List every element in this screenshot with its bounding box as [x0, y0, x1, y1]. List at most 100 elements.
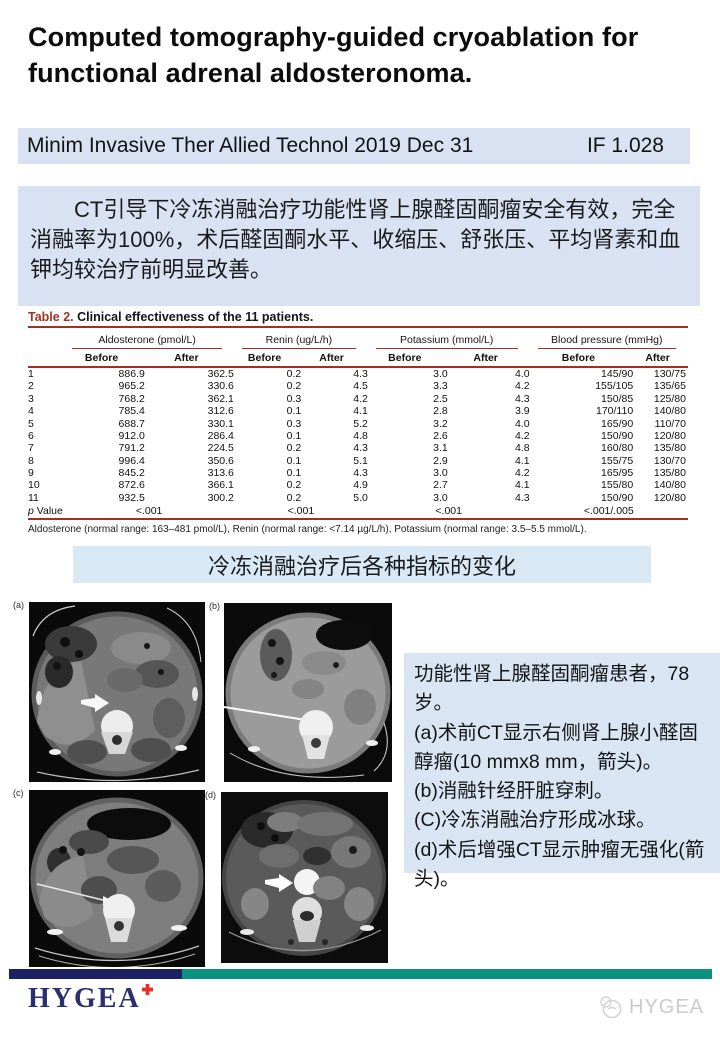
- table-row: 11 932.5 300.2 0.2 5.0 3.0 4.3 150/90 120/80: [28, 492, 688, 504]
- table-row: 2 965.2 330.6 0.2 4.5 3.3 4.2 155/105 135/65: [28, 380, 688, 392]
- table-cell: 912.0: [118, 429, 145, 442]
- table-subheader: Before: [233, 350, 302, 368]
- table-cell: 3.0: [433, 367, 448, 380]
- p-value-cell: <.001: [233, 504, 368, 520]
- table-cell: 4.5: [353, 380, 368, 393]
- table-cell: 165/95: [601, 467, 634, 480]
- summary-text: CT引导下冷冻消融治疗功能性肾上腺醛固酮瘤安全有效，完全消融率为100%，术后醛…: [30, 197, 681, 283]
- table-cell: 140/80: [653, 479, 686, 492]
- table-cell: 4.8: [514, 442, 530, 455]
- table-cell: 362.1: [207, 392, 234, 405]
- patient-id: 11: [28, 491, 39, 504]
- table-cell: 4.0: [514, 367, 530, 380]
- table-cell: 366.1: [207, 479, 234, 492]
- table-cell: 845.2: [118, 467, 145, 480]
- slide-title: Computed tomography-guided cryoablation …: [28, 22, 639, 88]
- table-cell: 110/70: [654, 417, 686, 430]
- table-cell: 688.7: [118, 417, 145, 430]
- table-top-rule: [28, 326, 688, 328]
- table-row: 6 912.0 286.4 0.1 4.8 2.6 4.2 150/90 120/80: [28, 430, 688, 442]
- table-cell: 140/80: [653, 405, 686, 418]
- table-cell: 4.1: [353, 405, 368, 418]
- summary-box: CT引导下冷冻消融治疗功能性肾上腺醛固酮瘤安全有效，完全消融率为100%，术后醛…: [18, 186, 700, 306]
- table-cell: 0.3: [286, 417, 302, 430]
- table-cell: 886.9: [118, 367, 145, 380]
- table-cell: 3.0: [433, 491, 448, 504]
- watermark: HYGEA: [597, 994, 704, 1020]
- p-value-row: p Value <.001 <.001 <.001 <.001/.005: [28, 504, 688, 520]
- patient-id: 8: [28, 454, 34, 467]
- case-description-line: (C)冷冻消融治疗形成冰球。: [414, 809, 656, 832]
- table-cell: 155/80: [601, 479, 634, 492]
- table-cell: 4.3: [353, 367, 368, 380]
- table-cell: 330.6: [207, 380, 234, 393]
- table-cell: 3.1: [433, 442, 448, 455]
- p-value-cell: <.001/.005: [529, 504, 688, 520]
- table-grid: Aldosterone (pmol/L) Renin (ug/L/h) Potass…: [28, 328, 688, 520]
- table-title: Clinical effectiveness of the 11 patient…: [77, 310, 314, 324]
- p-value-label: p Value: [28, 504, 65, 520]
- table-group-header: Renin (ug/L/h): [234, 328, 368, 350]
- table-cell: 965.2: [118, 380, 145, 393]
- table-cell: 135/65: [653, 380, 686, 393]
- brand-text: HYGEA: [28, 983, 141, 1014]
- table-cell: 0.1: [286, 467, 302, 480]
- table-row: 7 791.2 224.5 0.2 4.3 3.1 4.8 160/80 135/80: [28, 442, 688, 454]
- table-cell: 150/90: [601, 491, 634, 504]
- table-cell: 0.1: [286, 405, 302, 418]
- table-cell: 150/90: [601, 429, 634, 442]
- table-row: 1 886.9 362.5 0.2 4.3 3.0 4.0 145/90 130/75: [28, 367, 688, 380]
- table-cell: 5.0: [353, 491, 368, 504]
- table-cell: 0.3: [286, 392, 302, 405]
- table-cell: 120/80: [653, 491, 686, 504]
- patient-id: 5: [28, 417, 34, 430]
- table-cell: 145/90: [601, 367, 634, 380]
- footer-bar-teal: [182, 969, 712, 979]
- table-cell: 872.6: [118, 479, 145, 492]
- table-cell: 4.3: [353, 467, 368, 480]
- table-cell: 2.6: [433, 429, 448, 442]
- table-cell: 4.9: [353, 479, 368, 492]
- table-cell: 996.4: [118, 454, 145, 467]
- table-subheader: After: [301, 350, 368, 368]
- table-subheader: After: [447, 350, 530, 368]
- case-description-box: 功能性肾上腺醛固酮瘤患者，78岁。 (a)术前CT显示右侧肾上腺小醛固醇瘤(10 …: [404, 653, 720, 890]
- clinical-table: Table 2. Clinical effectiveness of the 1…: [28, 310, 688, 535]
- table-row: 3 768.2 362.1 0.3 4.2 2.5 4.3 150/85 125/80: [28, 393, 688, 405]
- table-cell: 0.1: [286, 429, 302, 442]
- table-group-header: Blood pressure (mmHg): [530, 328, 688, 350]
- table-cell: 785.4: [118, 405, 145, 418]
- table-cell: 4.1: [514, 454, 530, 467]
- table-caption: Table 2. Clinical effectiveness of the 1…: [28, 310, 688, 324]
- table-subheader: After: [633, 350, 688, 368]
- ct-image-b: [224, 603, 392, 782]
- table-cell: 0.2: [286, 479, 302, 492]
- case-description-line: (d)术后增强CT显示肿瘤无强化(箭头)。: [414, 838, 705, 890]
- table-cell: 0.2: [286, 367, 302, 380]
- patient-id: 9: [28, 467, 34, 480]
- ct-image-d: [221, 792, 388, 963]
- table-cell: 2.7: [433, 479, 448, 492]
- table-cell: 130/75: [653, 367, 686, 380]
- journal-name: Minim Invasive Ther Allied Technol 2019 …: [27, 134, 474, 157]
- case-description-line: 功能性肾上腺醛固酮瘤患者，78岁。: [414, 663, 690, 715]
- table-body: 1 886.9 362.5 0.2 4.3 3.0 4.0 145/90 130/75 2 965.…: [28, 367, 688, 520]
- table-cell: 286.4: [207, 429, 234, 442]
- table-cell: 4.2: [514, 467, 530, 480]
- table-group-header-row: Aldosterone (pmol/L) Renin (ug/L/h) Potass…: [28, 328, 688, 350]
- table-row: 8 996.4 350.6 0.1 5.1 2.9 4.1 155/75 130/70: [28, 455, 688, 467]
- table-cell: 4.0: [514, 417, 530, 430]
- table-cell: 165/90: [601, 417, 634, 430]
- table-cell: 362.5: [207, 367, 234, 380]
- table-cell: 3.2: [433, 417, 448, 430]
- table-subheader: Before: [529, 350, 634, 368]
- p-value-cell: <.001: [367, 504, 530, 520]
- ct-image-a: [29, 602, 205, 782]
- table-cell: 4.2: [514, 380, 530, 393]
- figure-caption-bar: 冷冻消融治疗后各种指标的变化: [73, 546, 651, 583]
- table-cell: 3.3: [433, 380, 448, 393]
- table-cell: 3.0: [433, 467, 448, 480]
- table-subheader: Before: [64, 350, 145, 368]
- panel-label-d: (d): [205, 790, 216, 800]
